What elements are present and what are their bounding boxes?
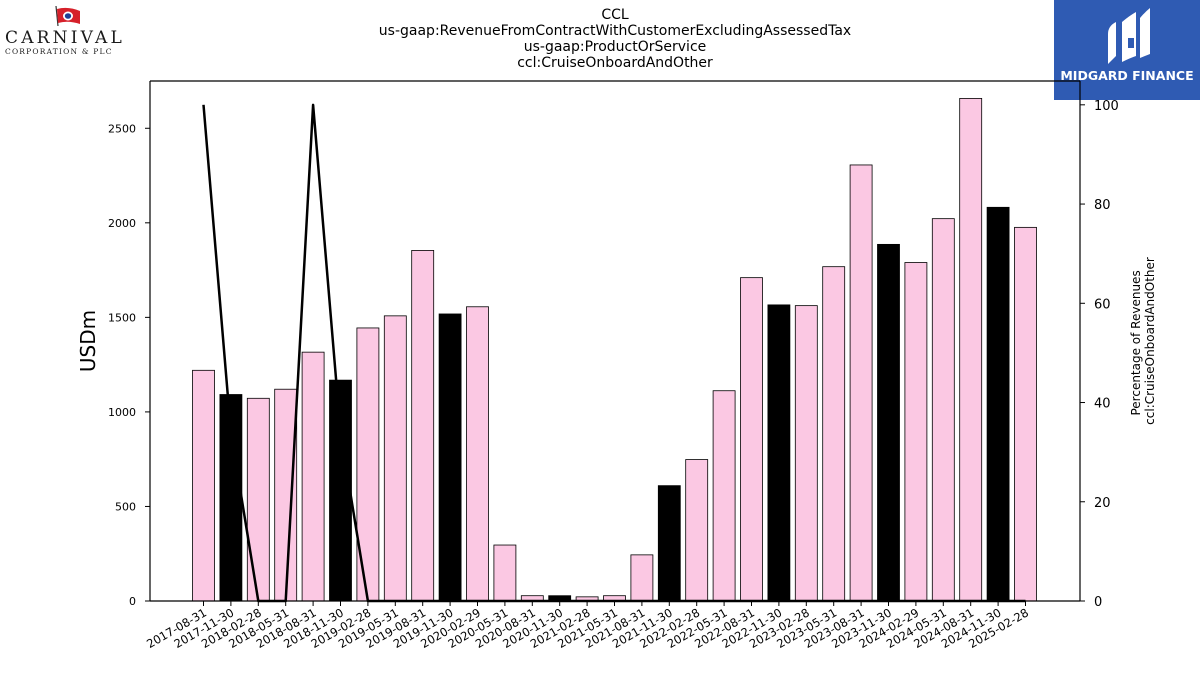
y-tick-label: 2500 [108, 122, 136, 135]
x-axis-ticks: 2017-08-312017-11-302018-02-282018-05-31… [144, 601, 1031, 651]
chart-title-line: CCL [601, 7, 629, 23]
bar [466, 306, 489, 602]
carnival-logo-subtitle: CORPORATION & PLC [5, 47, 113, 56]
chart-title-line: ccl:CruiseOnboardAndOther [517, 55, 713, 71]
bar [493, 544, 517, 602]
y2-axis-ticks: 0 20 40 60 80 100 [1080, 99, 1119, 610]
bar [411, 250, 435, 602]
bar [931, 218, 955, 602]
bar [986, 206, 1010, 602]
carnival-logo: CARNIVAL CORPORATION & PLC [0, 0, 140, 62]
percentage-line-series [202, 103, 1026, 603]
y-tick-label: 0 [129, 595, 136, 608]
y2-tick-label: 60 [1094, 297, 1111, 312]
bar [712, 390, 736, 602]
y-tick-label: 2000 [108, 217, 136, 230]
bar [877, 243, 900, 602]
bar [959, 97, 983, 602]
bar [685, 459, 709, 602]
y2-tick-label: 40 [1094, 397, 1111, 412]
y2-axis-label: Percentage of Revenues ccl:CruiseOnboard… [1129, 257, 1157, 425]
y-axis-ticks: 0 500 1000 1500 2000 2500 [108, 122, 150, 608]
midgard-finance-logo: MIDGARD FINANCE [1054, 0, 1200, 100]
bar [794, 305, 818, 602]
bar [383, 315, 407, 602]
carnival-logo-name: CARNIVAL [5, 28, 125, 48]
y2-axis-label-line: Percentage of Revenues [1129, 270, 1143, 415]
bar [904, 262, 928, 602]
midgard-mark-icon [1108, 8, 1150, 64]
y-axis-label: USDm [76, 310, 100, 372]
bar [192, 369, 215, 602]
midgard-logo-name: MIDGARD FINANCE [1060, 68, 1194, 83]
series-line [202, 103, 1026, 603]
chart-title: CCL us-gaap:RevenueFromContractWithCusto… [300, 7, 930, 71]
chart-title-line: us-gaap:RevenueFromContractWithCustomerE… [378, 23, 852, 39]
bar [740, 277, 763, 602]
y2-tick-label: 0 [1094, 595, 1102, 610]
bar [1014, 226, 1037, 602]
bar [301, 351, 325, 602]
bar [246, 397, 270, 602]
bar [329, 379, 352, 602]
y2-tick-label: 80 [1094, 198, 1111, 213]
y-tick-label: 500 [115, 500, 136, 513]
flag-icon [55, 5, 80, 27]
bar [630, 554, 654, 602]
chart-title-line: us-gaap:ProductOrService [523, 39, 707, 55]
y-tick-label: 1500 [108, 311, 136, 324]
y2-tick-label: 100 [1094, 99, 1119, 114]
bar [822, 266, 846, 602]
bar [274, 388, 298, 602]
y2-axis-label-line: ccl:CruiseOnboardAndOther [1143, 257, 1157, 425]
bar-series [192, 97, 1037, 602]
bar [767, 304, 791, 602]
y-tick-label: 1000 [108, 406, 136, 419]
bar [438, 313, 462, 602]
bar [657, 485, 681, 602]
bar [849, 164, 873, 602]
y2-tick-label: 20 [1094, 496, 1111, 511]
